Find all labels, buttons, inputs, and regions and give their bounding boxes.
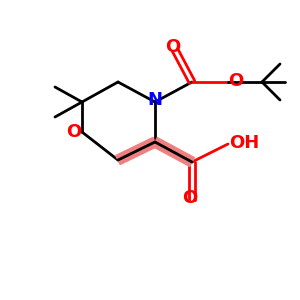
Text: O: O [228, 72, 244, 90]
Text: O: O [66, 123, 82, 141]
Text: O: O [165, 38, 181, 56]
Text: O: O [182, 189, 198, 207]
Polygon shape [153, 138, 194, 167]
Text: OH: OH [229, 134, 259, 152]
Text: N: N [148, 91, 163, 109]
Polygon shape [116, 137, 157, 164]
